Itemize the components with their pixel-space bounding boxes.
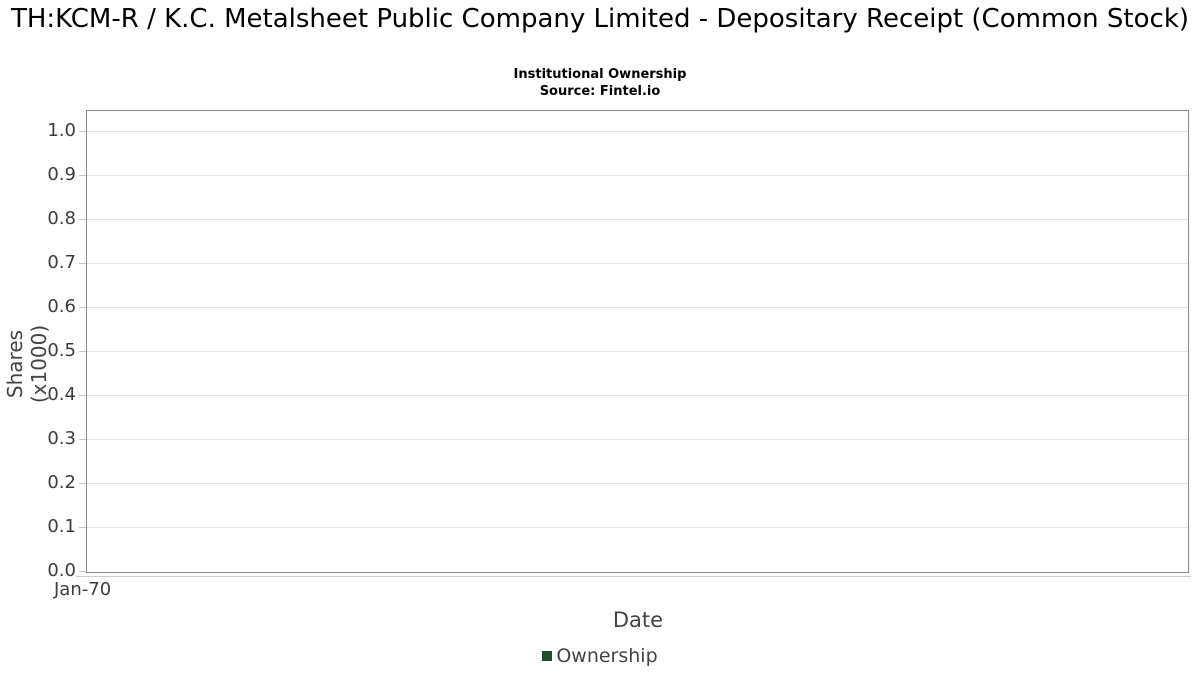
y-tick-mark xyxy=(79,351,86,352)
y-tick-label: 0.0 xyxy=(47,560,76,581)
y-gridline xyxy=(87,527,1188,528)
y-gridline xyxy=(87,351,1188,352)
y-gridline xyxy=(87,307,1188,308)
y-tick-mark xyxy=(79,219,86,220)
y-tick-mark xyxy=(79,307,86,308)
y-tick-mark xyxy=(79,131,86,132)
y-tick-label: 0.7 xyxy=(47,252,76,273)
y-tick-label: 0.3 xyxy=(47,428,76,449)
legend: Ownership xyxy=(0,645,1200,667)
y-tick-mark xyxy=(79,395,86,396)
x-axis-line xyxy=(76,576,1191,577)
legend-swatch-ownership xyxy=(542,651,553,661)
y-tick-mark xyxy=(79,175,86,176)
x-axis-title: Date xyxy=(612,608,664,632)
y-tick-label: 1.0 xyxy=(47,120,76,141)
y-tick-mark xyxy=(79,263,86,264)
legend-label-ownership: Ownership xyxy=(556,645,658,667)
x-tick-label: Jan-70 xyxy=(54,579,112,600)
y-tick-mark xyxy=(79,571,86,572)
y-gridline xyxy=(87,175,1188,176)
y-tick-label: 0.5 xyxy=(47,340,76,361)
y-gridline xyxy=(87,395,1188,396)
y-tick-mark xyxy=(79,483,86,484)
chart-title: TH:KCM-R / K.C. Metalsheet Public Compan… xyxy=(10,4,1190,34)
y-tick-label: 0.8 xyxy=(47,208,76,229)
y-tick-label: 0.2 xyxy=(47,472,76,493)
y-tick-mark xyxy=(79,527,86,528)
y-tick-label: 0.6 xyxy=(47,296,76,317)
plot-area xyxy=(86,110,1189,573)
y-gridline xyxy=(87,263,1188,264)
y-gridline xyxy=(87,131,1188,132)
y-tick-mark xyxy=(79,439,86,440)
y-tick-label: 0.1 xyxy=(47,516,76,537)
chart-subtitle: Institutional Ownership xyxy=(513,67,687,82)
y-gridline xyxy=(87,219,1188,220)
y-tick-label: 0.9 xyxy=(47,164,76,185)
y-tick-label: 0.4 xyxy=(47,384,76,405)
chart-source-label: Source: Fintel.io xyxy=(539,84,661,99)
y-axis-title: Shares (x1000) xyxy=(3,324,51,404)
y-gridline xyxy=(87,483,1188,484)
y-gridline xyxy=(87,439,1188,440)
